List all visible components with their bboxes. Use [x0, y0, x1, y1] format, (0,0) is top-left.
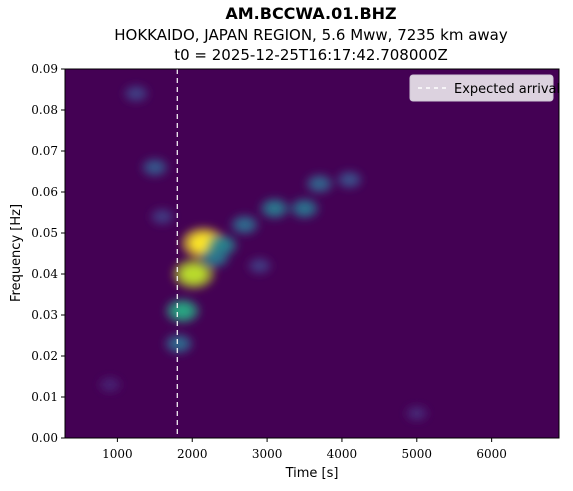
energy-blob-5 [206, 251, 224, 264]
legend-label: Expected arrival [454, 82, 560, 97]
energy-blob-6 [236, 218, 253, 231]
energy-blob-10 [342, 174, 357, 186]
chart-subtitle-line-1: HOKKAIDO, JAPAN REGION, 5.6 Mww, 7235 km… [114, 26, 508, 44]
x-axis-label: Time [s] [285, 466, 339, 481]
energy-blob-3 [170, 337, 187, 350]
energy-blob-15 [410, 408, 423, 419]
x-tick-label: 2000 [177, 447, 208, 461]
x-tick-label: 4000 [327, 447, 358, 461]
energy-blob-12 [129, 88, 143, 99]
energy-blob-16 [104, 380, 116, 390]
x-tick-label: 1000 [102, 447, 133, 461]
energy-blob-2 [172, 303, 193, 319]
x-tick-label: 6000 [476, 447, 507, 461]
chart-subtitle-line-2: t0 = 2025-12-25T16:17:42.708000Z [174, 46, 448, 64]
energy-blob-14 [252, 260, 267, 271]
energy-blob-1 [180, 264, 207, 284]
y-axis: 0.00 0.01 0.02 0.03 0.04 0.05 0.06 0.07 0.08 0.09 [31, 62, 65, 445]
energy-blob-9 [311, 177, 328, 190]
y-axis-label: Frequency [Hz] [9, 204, 24, 302]
energy-blob-7 [265, 202, 284, 215]
y-tick-label: 0.09 [31, 62, 58, 76]
x-tick-label: 5000 [402, 447, 433, 461]
x-tick-label: 3000 [252, 447, 283, 461]
x-axis: 1000 2000 3000 4000 5000 6000 [102, 438, 507, 461]
energy-blob-13 [155, 211, 169, 222]
plot-background [65, 69, 559, 438]
y-tick-label: 0.01 [31, 390, 58, 404]
energy-blob-11 [147, 161, 163, 174]
y-tick-label: 0.05 [31, 226, 58, 240]
y-tick-label: 0.07 [31, 144, 58, 158]
y-tick-label: 0.08 [31, 103, 58, 117]
spectrogram-energy [98, 84, 429, 422]
y-tick-label: 0.03 [31, 308, 58, 322]
energy-blob-8 [296, 202, 313, 215]
legend-box [409, 74, 554, 102]
y-tick-label: 0.02 [31, 349, 58, 363]
chart-title: AM.BCCWA.01.BHZ [225, 4, 396, 23]
y-tick-label: 0.04 [31, 267, 58, 281]
legend: Expected arrival [409, 74, 560, 102]
y-tick-label: 0.00 [31, 431, 58, 445]
plot-frame [64, 68, 560, 439]
y-tick-label: 0.06 [31, 185, 58, 199]
